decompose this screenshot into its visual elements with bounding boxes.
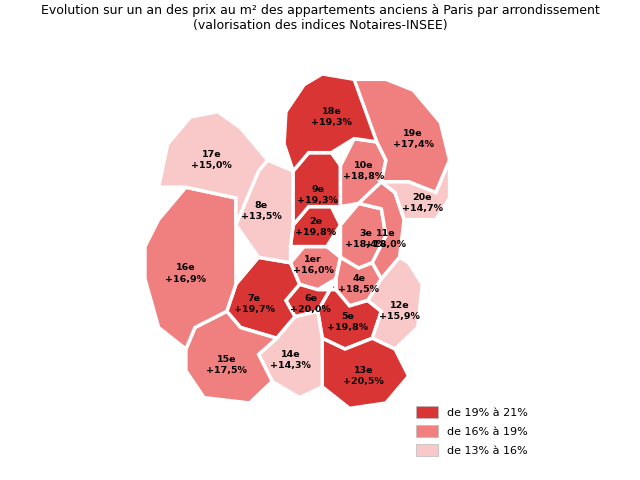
Text: 20e
+14,7%: 20e +14,7% [402,193,443,214]
Text: 16e
+16,9%: 16e +16,9% [165,264,206,284]
Polygon shape [358,182,404,279]
Polygon shape [381,160,449,219]
Polygon shape [340,139,386,206]
Text: 6e
+20,0%: 6e +20,0% [290,294,331,314]
Text: 18e
+19,3%: 18e +19,3% [311,107,352,127]
Text: 5e
+19,8%: 5e +19,8% [327,312,368,332]
Text: 17e
+15,0%: 17e +15,0% [191,150,232,170]
Polygon shape [293,153,340,225]
Polygon shape [145,187,236,349]
Polygon shape [291,206,340,247]
Polygon shape [291,247,340,290]
Legend: de 19% à 21%, de 16% à 19%, de 13% à 16%: de 19% à 21%, de 16% à 19%, de 13% à 16% [410,401,533,461]
Polygon shape [354,79,449,192]
Text: 2e
+19,8%: 2e +19,8% [295,217,337,237]
Polygon shape [259,312,323,397]
Text: 4e
+18,5%: 4e +18,5% [338,274,379,294]
Polygon shape [317,279,381,349]
Polygon shape [317,338,409,408]
Text: 10e
+18,8%: 10e +18,8% [342,161,384,181]
Text: 13e
+20,5%: 13e +20,5% [343,366,383,386]
Text: 9e
+19,3%: 9e +19,3% [298,185,338,205]
Text: 1er
+16,0%: 1er +16,0% [292,255,333,275]
Polygon shape [284,74,381,171]
Text: 14e
+14,3%: 14e +14,3% [270,350,311,370]
Text: 15e
+17,5%: 15e +17,5% [206,355,247,375]
Text: 11e
+18,0%: 11e +18,0% [365,229,406,249]
Polygon shape [159,112,268,225]
Polygon shape [340,204,386,268]
Text: 8e
+13,5%: 8e +13,5% [241,201,282,221]
Polygon shape [336,257,381,306]
Polygon shape [186,312,277,403]
Text: 3e
+18,4%: 3e +18,4% [346,229,387,249]
Text: 19e
+17,4%: 19e +17,4% [393,129,434,149]
Polygon shape [227,257,300,338]
Text: 12e
+15,9%: 12e +15,9% [379,301,420,321]
Polygon shape [286,279,336,317]
Text: 7e
+19,7%: 7e +19,7% [234,294,275,314]
Polygon shape [368,257,422,349]
Polygon shape [236,160,293,263]
Title: Evolution sur un an des prix au m² des appartements anciens à Paris par arrondis: Evolution sur un an des prix au m² des a… [40,4,600,32]
